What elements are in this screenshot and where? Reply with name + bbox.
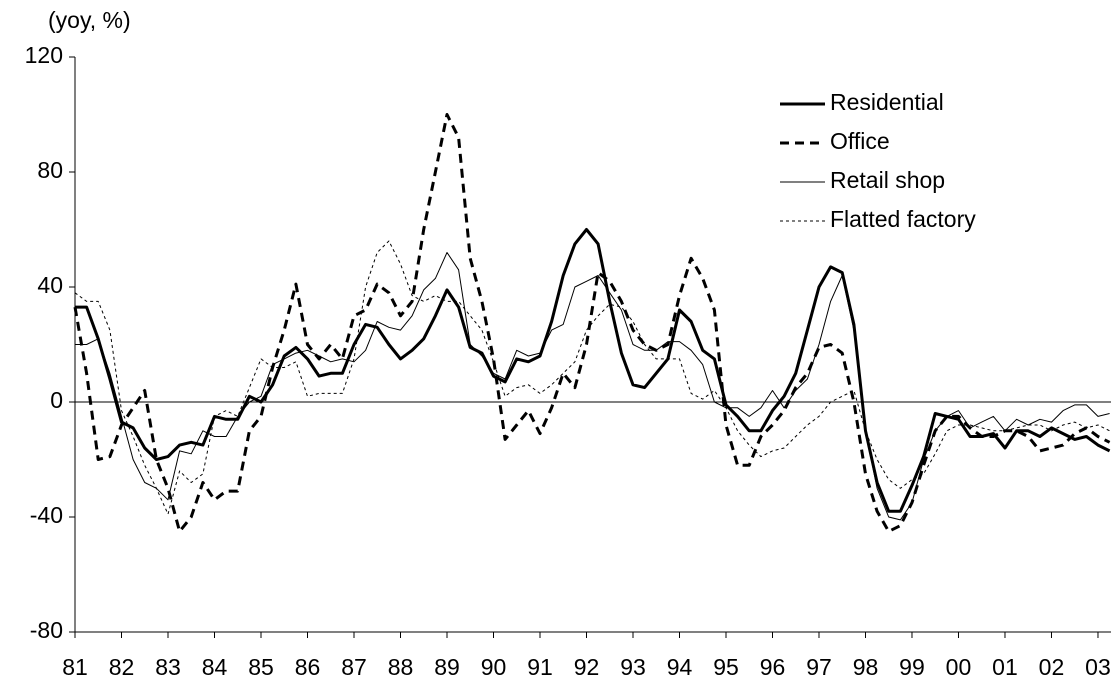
series-line (73, 113, 1111, 533)
x-tick-label: 81 (62, 654, 88, 680)
x-tick-label: 02 (1039, 654, 1065, 680)
x-tick-label: 88 (388, 654, 414, 680)
x-tick-label: 90 (481, 654, 507, 680)
x-tick-label: 87 (341, 654, 367, 680)
series-line (75, 228, 1111, 513)
x-tick-label: 95 (713, 654, 739, 680)
legend-label: Retail shop (830, 167, 945, 193)
x-tick-label: 99 (899, 654, 925, 680)
legend-label: Office (830, 128, 890, 154)
series-line (75, 252, 1110, 521)
x-tick-label: 97 (806, 654, 832, 680)
y-tick-label: 120 (25, 42, 63, 68)
x-tick-label: 01 (992, 654, 1018, 680)
x-tick-label: 89 (434, 654, 460, 680)
x-tick-label: 83 (155, 654, 181, 680)
x-tick-label: 91 (527, 654, 553, 680)
x-tick-label: 92 (574, 654, 600, 680)
x-tick-label: 86 (295, 654, 321, 680)
x-tick-label: 82 (109, 654, 135, 680)
x-tick-label: 03 (1085, 654, 1111, 680)
x-tick-label: 84 (202, 654, 228, 680)
legend-label: Flatted factory (830, 206, 976, 232)
y-tick-label: 40 (37, 272, 63, 298)
x-tick-label: 98 (853, 654, 879, 680)
y-tick-label: 80 (37, 157, 63, 183)
y-tick-label: -40 (30, 502, 63, 528)
y-tick-label: -80 (30, 617, 63, 643)
x-tick-label: 96 (760, 654, 786, 680)
y-tick-label: 0 (50, 387, 63, 413)
x-tick-label: 94 (667, 654, 693, 680)
y-axis-label: (yoy, %) (48, 7, 131, 33)
x-tick-label: 93 (620, 654, 646, 680)
series-line (74, 240, 1110, 515)
x-tick-label: 85 (248, 654, 274, 680)
x-tick-label: 00 (946, 654, 972, 680)
legend-label: Residential (830, 89, 944, 115)
